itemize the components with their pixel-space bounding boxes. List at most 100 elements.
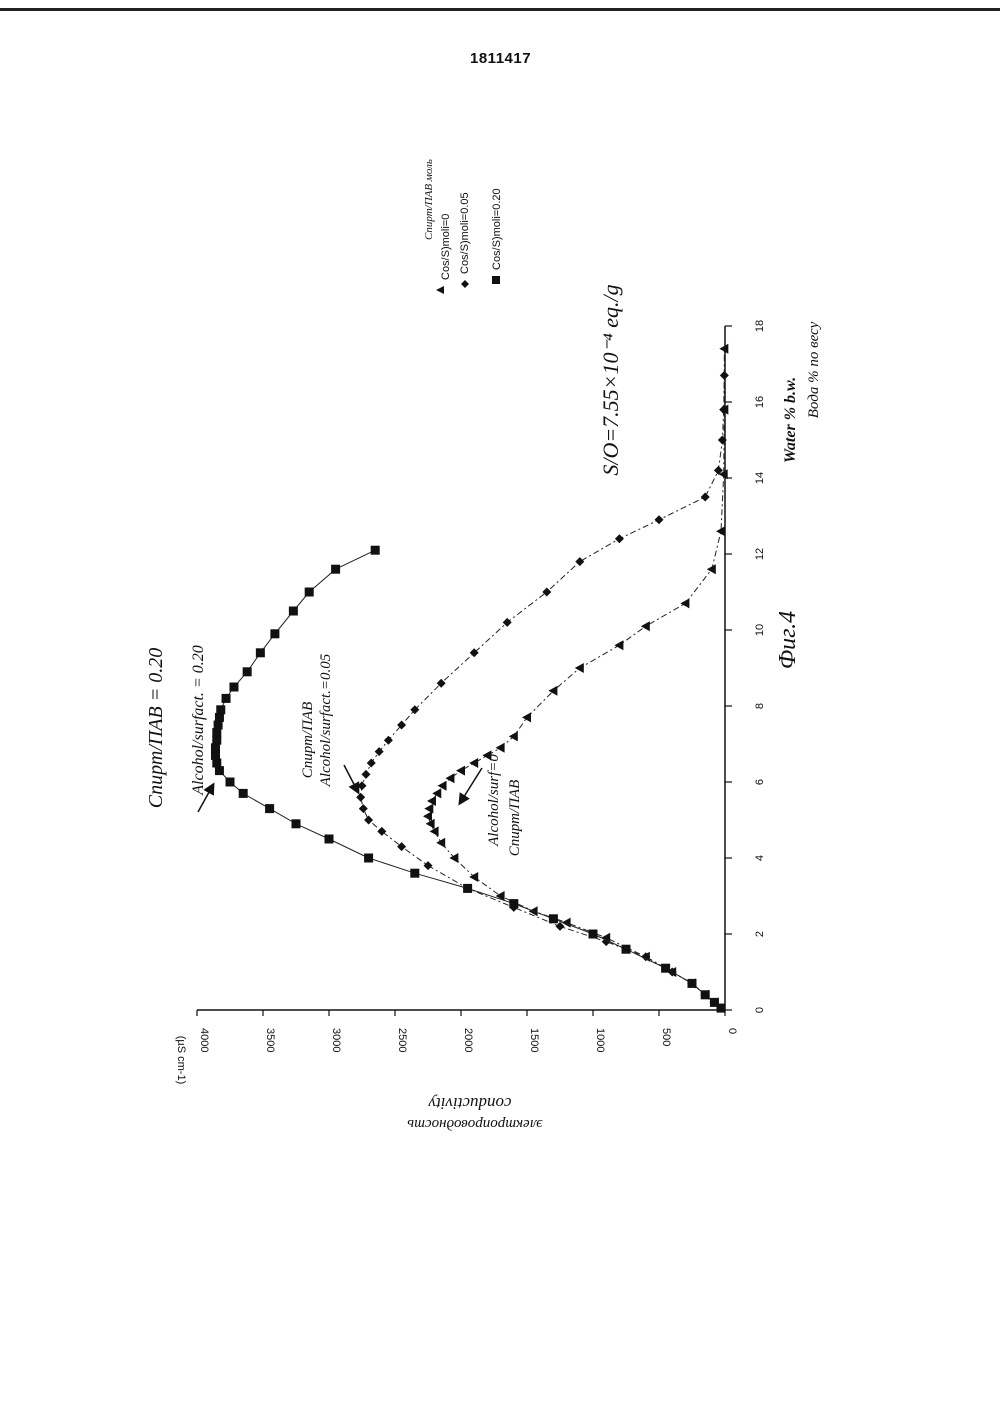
series-layer bbox=[211, 344, 729, 1013]
figure-label: Фиг.4 bbox=[775, 611, 801, 669]
x-tick-label: 6 bbox=[754, 779, 766, 785]
data-point-triangle bbox=[436, 838, 445, 848]
x-tick-label: 0 bbox=[754, 1007, 766, 1013]
x-tick-label: 14 bbox=[754, 472, 766, 484]
data-point-diamond bbox=[720, 371, 729, 380]
data-point-square bbox=[688, 979, 697, 988]
y-tick-label: 1000 bbox=[594, 1028, 606, 1052]
data-point-square bbox=[305, 588, 314, 597]
data-point-triangle bbox=[641, 621, 650, 631]
annotation-005-en: Alcohol/surfact.=0.05 bbox=[318, 653, 334, 787]
data-point-square bbox=[270, 629, 279, 638]
legend-square-icon bbox=[492, 276, 500, 284]
data-point-diamond bbox=[361, 770, 370, 779]
legend-item-2: Cos/S)moli=0.05 bbox=[459, 192, 471, 274]
x-tick-label: 16 bbox=[754, 396, 766, 408]
data-point-square bbox=[239, 789, 248, 798]
data-point-triangle bbox=[423, 811, 432, 821]
data-point-triangle bbox=[496, 743, 505, 753]
data-point-diamond bbox=[377, 827, 386, 836]
y-tick-label: 2500 bbox=[396, 1028, 408, 1052]
annotation-0-ru: Спирт/ПАВ bbox=[507, 780, 523, 856]
data-point-square bbox=[364, 854, 373, 863]
data-point-diamond bbox=[655, 515, 664, 524]
data-point-square bbox=[701, 990, 710, 999]
y-tick-label: 1500 bbox=[528, 1028, 540, 1052]
annotation-005-arrow bbox=[344, 765, 358, 792]
data-point-square bbox=[243, 667, 252, 676]
data-point-diamond bbox=[356, 793, 365, 802]
x-tick-label: 2 bbox=[754, 931, 766, 937]
data-point-square bbox=[622, 945, 631, 954]
data-point-triangle bbox=[426, 819, 435, 829]
data-point-square bbox=[371, 546, 380, 555]
y-tick-label: 500 bbox=[660, 1028, 672, 1046]
data-point-square bbox=[222, 694, 231, 703]
data-point-square bbox=[226, 778, 235, 787]
data-point-triangle bbox=[456, 766, 465, 776]
annotation-0-en: Alcohol/surf=0 bbox=[486, 754, 502, 847]
series-diamond bbox=[356, 371, 729, 1013]
data-point-triangle bbox=[432, 788, 441, 798]
data-point-triangle bbox=[680, 598, 689, 608]
data-point-square bbox=[549, 914, 558, 923]
data-point-square bbox=[661, 964, 670, 973]
data-point-triangle bbox=[445, 773, 454, 783]
data-point-triangle bbox=[614, 640, 623, 650]
y-unit-label: (µS cm-1) bbox=[175, 1036, 187, 1085]
legend-item-3: Cos/S)moli=0.20 bbox=[491, 188, 503, 270]
data-point-diamond bbox=[575, 557, 584, 566]
data-point-diamond bbox=[384, 736, 393, 745]
data-point-diamond bbox=[364, 816, 373, 825]
y-tick-label: 3000 bbox=[330, 1028, 342, 1052]
annotation-020-ru: Спирт/ПАВ = 0.20 bbox=[145, 648, 167, 808]
y-axis-title-ru: электропроводность bbox=[407, 1116, 543, 1132]
data-point-square bbox=[710, 998, 719, 1007]
data-point-square bbox=[331, 565, 340, 574]
series-square bbox=[211, 546, 726, 1013]
legend-item-1: Cos/S)moli=0 bbox=[440, 214, 452, 280]
data-point-diamond bbox=[359, 804, 368, 813]
data-point-diamond bbox=[424, 861, 433, 870]
data-point-square bbox=[256, 648, 265, 657]
y-tick-label: 3500 bbox=[264, 1028, 276, 1052]
data-point-triangle bbox=[469, 758, 478, 768]
x-axis-ticks: 024681012141618 bbox=[725, 320, 766, 1013]
series-line bbox=[216, 550, 722, 1008]
data-point-square bbox=[292, 819, 301, 828]
data-point-square bbox=[410, 869, 419, 878]
x-axis-title: Water % b.w. bbox=[782, 377, 799, 463]
data-point-diamond bbox=[358, 781, 367, 790]
y-tick-label: 2000 bbox=[462, 1028, 474, 1052]
data-point-triangle bbox=[707, 564, 716, 574]
legend-title: Спирт/ПАВ моль bbox=[423, 159, 435, 240]
data-point-diamond bbox=[367, 759, 376, 768]
series-line bbox=[428, 349, 724, 1008]
data-point-square bbox=[216, 705, 225, 714]
data-point-square bbox=[509, 899, 518, 908]
data-point-triangle bbox=[424, 804, 433, 814]
data-point-triangle bbox=[469, 872, 478, 882]
legend: Спирт/ПАВ моль Cos/S)moli=0 Cos/S)moli=0… bbox=[423, 159, 503, 294]
data-point-square bbox=[325, 835, 334, 844]
y-tick-label: 4000 bbox=[198, 1028, 210, 1052]
data-point-triangle bbox=[719, 344, 728, 354]
x-tick-label: 12 bbox=[754, 548, 766, 560]
data-point-triangle bbox=[427, 796, 436, 806]
x-tick-label: 4 bbox=[754, 855, 766, 861]
data-point-diamond bbox=[701, 493, 710, 502]
data-point-square bbox=[229, 683, 238, 692]
data-point-triangle bbox=[522, 712, 531, 722]
data-point-triangle bbox=[438, 781, 447, 791]
data-point-triangle bbox=[716, 526, 725, 536]
data-point-triangle bbox=[509, 731, 518, 741]
series-triangle bbox=[423, 344, 728, 1013]
data-point-square bbox=[589, 930, 598, 939]
x-tick-label: 8 bbox=[754, 703, 766, 709]
x-axis-title-ru: Вода % по весу bbox=[806, 321, 822, 418]
y-tick-label: 0 bbox=[726, 1028, 738, 1034]
data-point-square bbox=[463, 884, 472, 893]
x-tick-label: 18 bbox=[754, 320, 766, 332]
annotation-005-ru: Спирт/ПАВ bbox=[300, 702, 316, 778]
